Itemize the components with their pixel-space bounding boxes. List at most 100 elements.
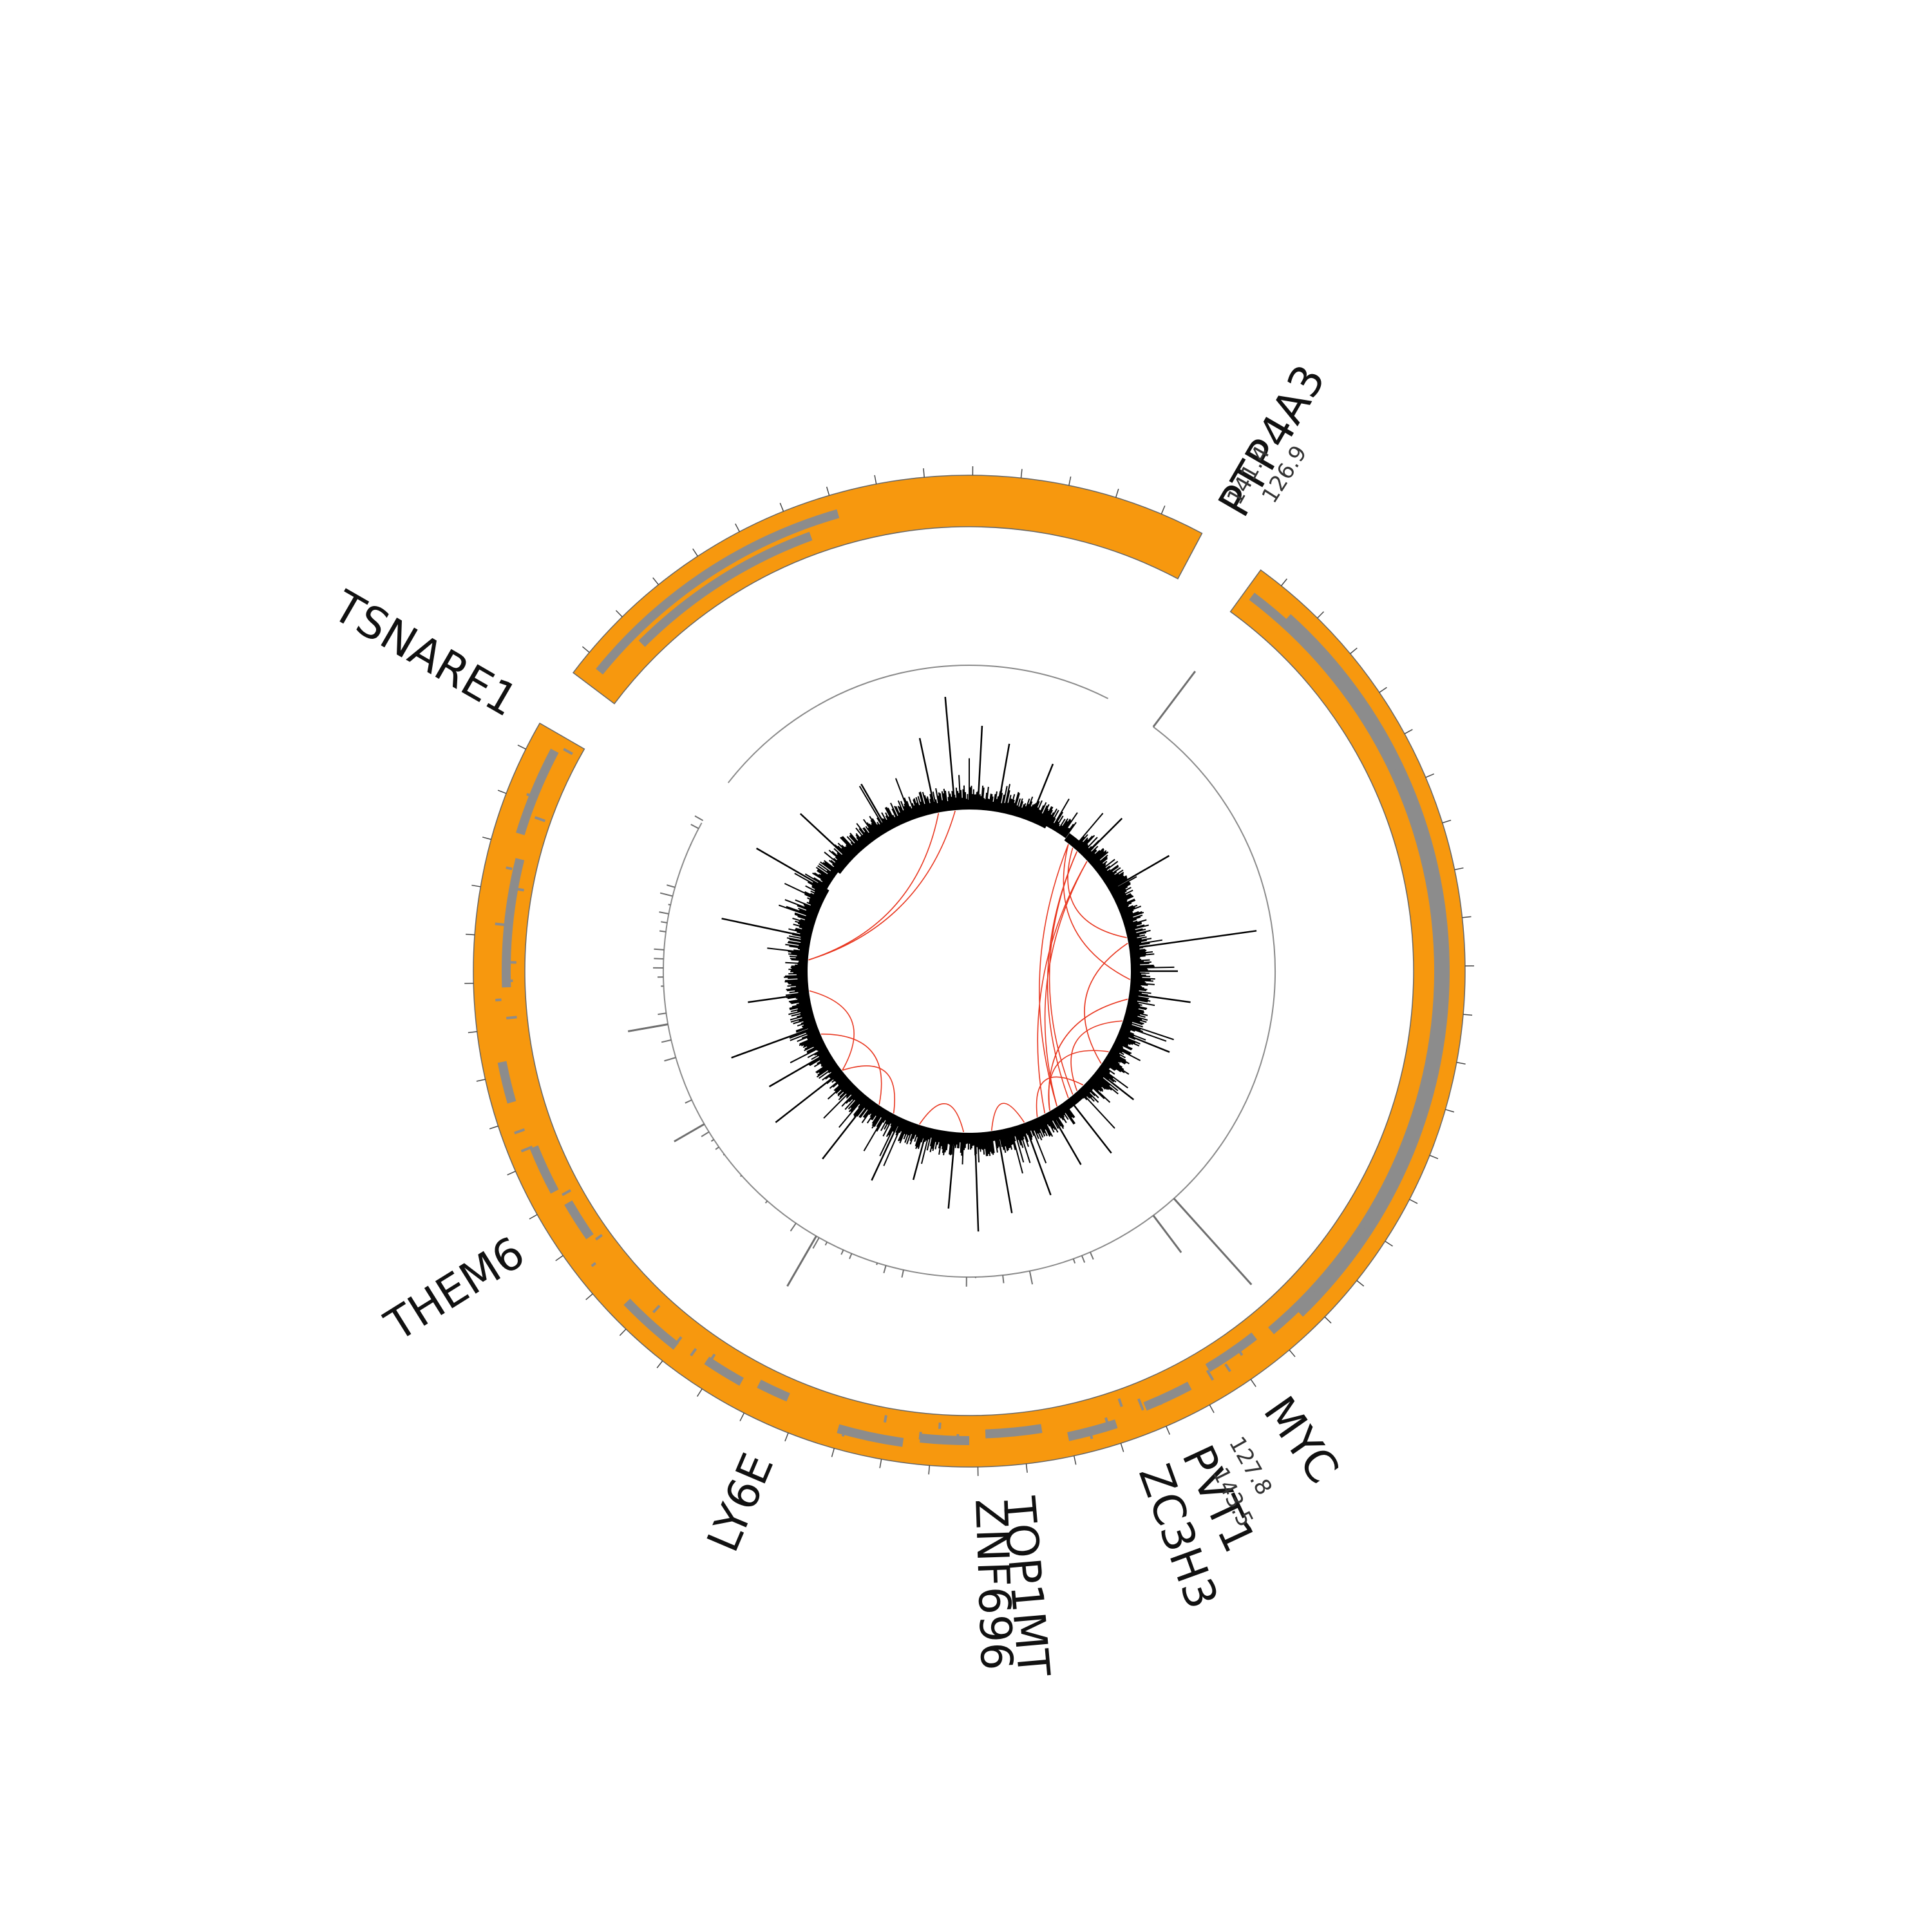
coverage-spike bbox=[1030, 763, 1054, 820]
outer-track-bar bbox=[883, 1265, 887, 1274]
gene-track bbox=[495, 509, 1450, 1447]
coverage-bar bbox=[1056, 819, 1066, 833]
link-chord bbox=[1039, 844, 1069, 1106]
coverage-spike bbox=[860, 783, 888, 829]
link-chord bbox=[842, 1065, 895, 1113]
coverage-bar bbox=[1074, 813, 1104, 847]
gene-tick bbox=[1137, 1398, 1144, 1411]
axis-tick bbox=[692, 548, 699, 557]
coverage-bar bbox=[826, 870, 836, 877]
gene-block bbox=[516, 748, 559, 835]
axis-tick bbox=[739, 1412, 745, 1421]
coverage-spike bbox=[822, 1100, 869, 1160]
axis-tick bbox=[482, 837, 491, 840]
axis-tick bbox=[784, 1432, 789, 1442]
gene-label: ZNF696 bbox=[965, 1498, 1021, 1671]
axis-tick bbox=[874, 475, 877, 484]
outer-track-bar bbox=[654, 958, 664, 960]
gene-tick bbox=[722, 1369, 728, 1376]
coverage-bar bbox=[1049, 818, 1056, 829]
coverage-spike bbox=[1132, 993, 1191, 1003]
axis-tick bbox=[1115, 488, 1119, 498]
gene-tick bbox=[520, 1145, 533, 1153]
gene-block bbox=[529, 1145, 559, 1194]
coverage-spike bbox=[1111, 855, 1170, 890]
axis-tick bbox=[779, 502, 784, 512]
coverage-bar bbox=[1059, 819, 1071, 835]
gene-tick bbox=[495, 922, 507, 927]
axis-tick bbox=[489, 1125, 498, 1130]
axis-tick bbox=[466, 933, 475, 936]
axis-tick bbox=[1250, 1379, 1256, 1387]
coverage-spike bbox=[731, 1027, 815, 1059]
axis-tick bbox=[555, 1255, 564, 1262]
outer-track-bar bbox=[692, 1123, 705, 1132]
link-chord bbox=[1048, 998, 1128, 1111]
gene-tick bbox=[841, 1428, 847, 1437]
axis-tick bbox=[615, 610, 623, 618]
coverage-bar bbox=[838, 1097, 865, 1128]
coverage-spike bbox=[997, 743, 1010, 810]
coverage-bar bbox=[863, 1112, 887, 1151]
outer-track-bar bbox=[658, 1012, 667, 1016]
gene-block bbox=[837, 1424, 904, 1447]
axis-tick bbox=[1456, 1061, 1466, 1065]
outer-track-feature bbox=[1152, 670, 1197, 728]
gene-block bbox=[1249, 592, 1443, 1334]
outer-track-bar bbox=[876, 1262, 878, 1265]
axis-tick bbox=[497, 790, 507, 794]
axis-tick bbox=[582, 646, 590, 653]
coverage-bar bbox=[1060, 820, 1072, 836]
axis-tick bbox=[696, 1388, 703, 1397]
axis-tick bbox=[1289, 1349, 1296, 1358]
gene-tick bbox=[534, 816, 546, 822]
gene-block bbox=[502, 858, 525, 988]
axis-tick bbox=[507, 1171, 516, 1176]
axis-tick bbox=[1073, 1455, 1077, 1465]
outer-track-feature bbox=[1152, 1215, 1182, 1253]
link-chord bbox=[809, 990, 855, 1071]
coverage-bar bbox=[1057, 818, 1069, 834]
coverage-bar bbox=[1062, 827, 1069, 837]
axis-tick bbox=[1404, 729, 1413, 735]
coverage-bar bbox=[1050, 822, 1055, 829]
gene-tick bbox=[1206, 1369, 1215, 1381]
coverage-spike bbox=[974, 1135, 980, 1232]
coverage-bar bbox=[827, 873, 835, 879]
coverage-bar bbox=[1054, 815, 1064, 831]
gene-label: THEM6 bbox=[376, 1227, 533, 1352]
coverage-bar bbox=[1052, 821, 1059, 831]
coverage-bar bbox=[813, 877, 829, 887]
link-chord bbox=[1067, 848, 1127, 938]
coverage-bar bbox=[879, 1119, 898, 1157]
gene-tick bbox=[1248, 1333, 1255, 1340]
axis-tick bbox=[1350, 647, 1358, 654]
gene-tick bbox=[563, 748, 573, 755]
coverage-bar bbox=[1029, 1123, 1047, 1164]
coverage-spike bbox=[1121, 1032, 1170, 1053]
coverage-bar bbox=[1055, 826, 1060, 832]
coverage-spike bbox=[871, 1119, 901, 1181]
coverage-bar bbox=[1057, 825, 1063, 833]
axis-tick bbox=[826, 486, 830, 496]
link-chord bbox=[919, 1103, 965, 1133]
outer-track-bar bbox=[694, 815, 704, 821]
gene-tick bbox=[506, 1016, 517, 1019]
axis-tick bbox=[1454, 867, 1464, 871]
link-chord bbox=[1048, 851, 1078, 1095]
coverage-spike bbox=[918, 737, 936, 811]
coverage-bar bbox=[1061, 812, 1078, 836]
outer-track-bar bbox=[812, 1237, 820, 1249]
coverage-bar bbox=[1045, 812, 1054, 827]
coverage-spike bbox=[997, 1132, 1013, 1213]
gene-block bbox=[757, 1379, 790, 1402]
outer-track-bar bbox=[659, 930, 667, 933]
outer-track-bar bbox=[849, 1253, 853, 1260]
link-chord bbox=[1063, 844, 1131, 980]
gene-tick bbox=[1237, 1349, 1244, 1356]
outer-track-bar bbox=[1081, 1255, 1086, 1263]
coverage-bar bbox=[1048, 810, 1059, 828]
axis-tick bbox=[1317, 611, 1325, 619]
coverage-bar bbox=[822, 881, 829, 887]
